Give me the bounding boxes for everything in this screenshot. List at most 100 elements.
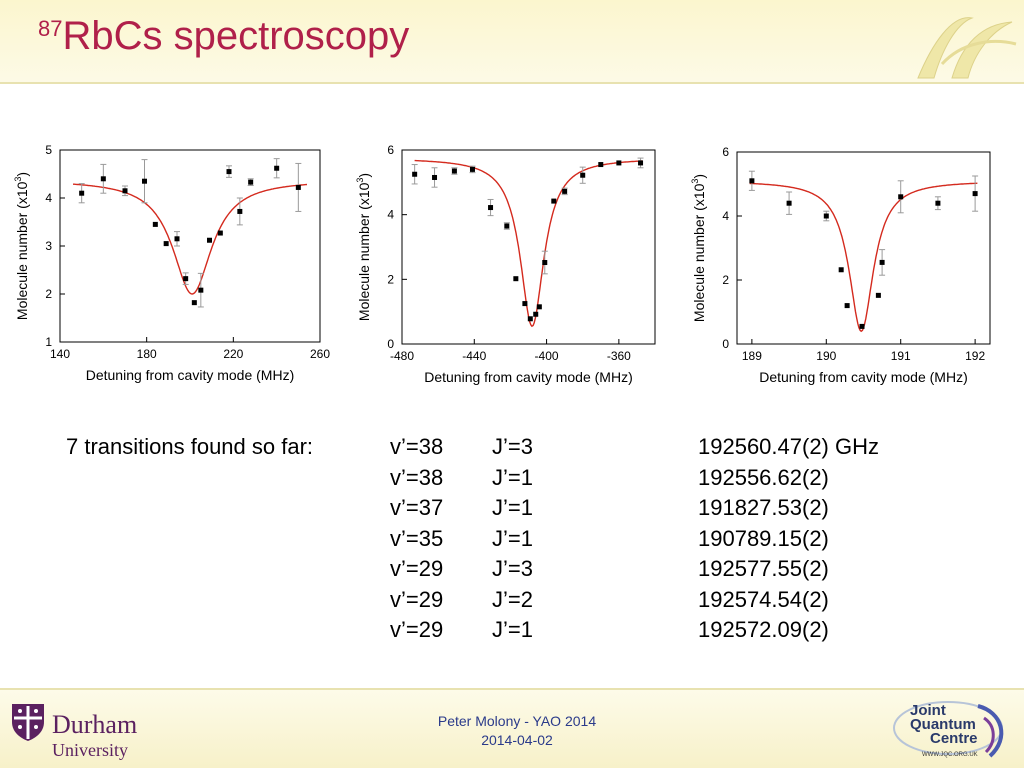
durham-shield-icon bbox=[12, 704, 44, 741]
y-tick-label: 4 bbox=[45, 191, 52, 205]
y-axis-label: Molecule number (x103) bbox=[690, 174, 707, 322]
data-point bbox=[935, 200, 941, 206]
data-point bbox=[274, 165, 280, 171]
title-text: RbCs spectroscopy bbox=[62, 14, 410, 58]
data-point bbox=[488, 205, 494, 211]
data-point bbox=[562, 188, 568, 194]
data-point bbox=[527, 316, 533, 322]
data-point bbox=[412, 171, 418, 177]
data-point bbox=[513, 276, 519, 282]
data-point bbox=[844, 303, 850, 309]
jqc-line-3: Centre bbox=[930, 730, 978, 747]
transition-v: v’=38 bbox=[390, 464, 444, 490]
x-tick-label: -440 bbox=[462, 349, 486, 363]
data-point bbox=[237, 208, 243, 214]
data-point bbox=[207, 237, 212, 243]
data-point bbox=[859, 323, 865, 329]
data-point bbox=[451, 168, 457, 174]
data-point bbox=[504, 223, 510, 229]
x-tick-label: 189 bbox=[742, 349, 762, 363]
transition-frequency: 192560.47(2) GHz bbox=[698, 434, 879, 459]
x-axis-label: Detuning from cavity mode (MHz) bbox=[424, 369, 633, 385]
slide-title: 87RbCs spectroscopy bbox=[38, 14, 409, 59]
durham-logo-subtitle: University bbox=[52, 740, 128, 760]
fit-curve bbox=[73, 183, 308, 295]
data-point bbox=[183, 276, 189, 282]
y-tick-label: 0 bbox=[387, 337, 394, 351]
data-point bbox=[749, 178, 755, 184]
footer-date: 2014-04-02 bbox=[481, 732, 553, 748]
data-point bbox=[142, 178, 147, 184]
durham-logo-name: Durham bbox=[52, 710, 138, 739]
x-tick-label: 220 bbox=[223, 347, 243, 361]
jqc-swirl-icon bbox=[893, 701, 1004, 758]
transition-j: J’=1 bbox=[492, 525, 533, 551]
y-tick-label: 2 bbox=[722, 273, 729, 287]
data-point bbox=[638, 160, 644, 166]
y-axis-label: Molecule number (x103) bbox=[355, 173, 372, 321]
footer-bar bbox=[0, 690, 1024, 768]
data-point bbox=[838, 267, 844, 273]
x-tick-label: 190 bbox=[816, 349, 836, 363]
data-point bbox=[536, 304, 542, 310]
jqc-line-1: Joint bbox=[910, 702, 946, 719]
data-point bbox=[217, 230, 223, 236]
y-tick-label: 6 bbox=[722, 145, 729, 159]
transition-v: v’=29 bbox=[390, 617, 444, 642]
data-point bbox=[163, 241, 169, 247]
data-point bbox=[551, 198, 557, 204]
transition-v: v’=38 bbox=[390, 434, 444, 459]
y-tick-label: 2 bbox=[387, 272, 394, 286]
transition-frequency: 192577.55(2) bbox=[698, 556, 829, 581]
y-tick-label: 4 bbox=[722, 209, 729, 223]
data-point bbox=[972, 191, 978, 197]
data-point bbox=[469, 166, 475, 172]
footer-author: Peter Molony - YAO 2014 bbox=[437, 713, 597, 729]
data-point bbox=[898, 194, 904, 200]
data-point bbox=[580, 172, 586, 178]
data-point bbox=[598, 162, 604, 168]
transition-j: J’=1 bbox=[492, 495, 533, 520]
data-point bbox=[616, 160, 622, 166]
data-point bbox=[100, 176, 106, 182]
transition-j: J’=1 bbox=[492, 464, 533, 490]
data-point bbox=[79, 190, 85, 196]
transition-frequency: 192574.54(2) bbox=[698, 586, 829, 612]
fit-curve bbox=[749, 182, 978, 333]
spectrum-chart-1: 140 180 220 260 1 2 3 4 5 Detuning from cavity mo… bbox=[10, 128, 332, 390]
data-point bbox=[152, 221, 158, 227]
durham-university-logo: Durham University bbox=[10, 702, 160, 764]
data-point bbox=[174, 236, 180, 242]
jqc-logo-name: Joint Quantum Centre bbox=[910, 702, 978, 747]
y-tick-label: 1 bbox=[45, 335, 52, 349]
transition-v: v’=29 bbox=[390, 586, 444, 612]
data-point bbox=[191, 300, 197, 306]
y-tick-label: 2 bbox=[45, 287, 52, 301]
y-tick-label: 0 bbox=[722, 337, 729, 351]
transition-v: v’=37 bbox=[390, 495, 444, 520]
x-tick-label: -400 bbox=[535, 349, 559, 363]
transition-j: J’=3 bbox=[492, 556, 533, 581]
x-tick-label: 192 bbox=[965, 349, 985, 363]
data-point bbox=[875, 292, 881, 298]
data-point bbox=[295, 184, 301, 190]
jqc-line-2: Quantum bbox=[910, 716, 976, 733]
title-superscript: 87 bbox=[38, 16, 63, 41]
x-tick-label: -360 bbox=[607, 349, 631, 363]
footer-divider bbox=[0, 688, 1024, 690]
x-tick-label: 260 bbox=[310, 347, 330, 361]
jqc-logo: Joint Quantum Centre WWW.JQC.ORG.UK bbox=[892, 698, 1020, 764]
header-bar bbox=[0, 0, 1024, 82]
data-point bbox=[522, 301, 528, 307]
data-point bbox=[226, 169, 232, 175]
data-point bbox=[198, 287, 204, 293]
chart-1-svg: 140 180 220 260 1 2 3 4 5 Detuning from cavity mo… bbox=[13, 143, 330, 383]
spectrum-chart-2: -480 -440 -400 -360 0 2 4 6 Detuning from cavity… bbox=[355, 138, 665, 390]
y-tick-label: 5 bbox=[45, 143, 52, 157]
y-axis-label: Molecule number (x103) bbox=[13, 172, 30, 320]
transition-frequency: 190789.15(2) bbox=[698, 525, 829, 551]
x-tick-label: -480 bbox=[390, 349, 414, 363]
data-point bbox=[786, 200, 792, 206]
transition-j: J’=3 bbox=[492, 434, 533, 459]
transition-v: v’=35 bbox=[390, 525, 444, 551]
